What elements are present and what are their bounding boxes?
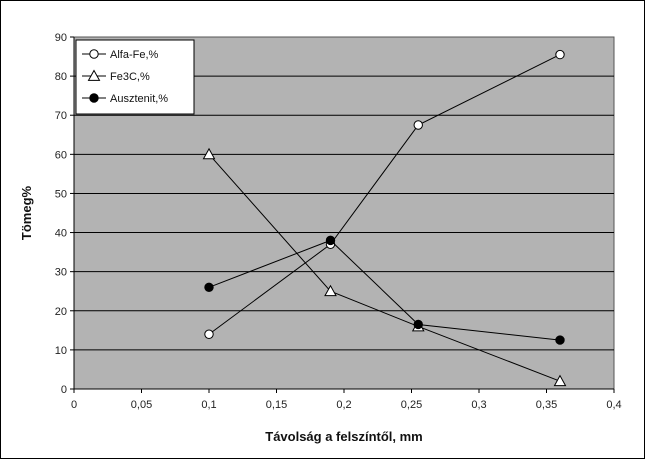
x-tick-label: 0,1 — [201, 399, 216, 411]
legend-label: Alfa-Fe,% — [110, 49, 159, 61]
gridlines — [74, 75, 614, 351]
legend-item: Alfa-Fe,% — [82, 49, 159, 61]
y-tick-label: 70 — [55, 110, 67, 122]
data-point — [553, 374, 567, 387]
series-layer — [202, 49, 567, 387]
data-point — [204, 329, 214, 339]
x-tick-label: 0,15 — [266, 399, 287, 411]
x-tick-label: 0,35 — [536, 399, 557, 411]
series-line — [208, 54, 561, 335]
y-tick-label: 60 — [55, 149, 67, 161]
legend-marker — [87, 69, 101, 81]
x-tick-label: 0,05 — [131, 399, 152, 411]
legend-label: Fe3C,% — [110, 71, 150, 83]
y-axis-title: Tömeg% — [19, 185, 34, 240]
y-tick-label: 30 — [55, 267, 67, 279]
series-2 — [202, 147, 567, 387]
x-tick-label: 0,2 — [336, 399, 351, 411]
y-tick-label: 50 — [55, 188, 67, 200]
x-tick-label: 0,4 — [606, 399, 621, 411]
series-3 — [204, 235, 565, 345]
axes: 0 10 20 30 40 50 60 70 80 90 0 0,05 0,1 0,15 0,2 0,25 0,… — [55, 32, 622, 411]
y-tick-label: 0 — [61, 384, 67, 396]
data-point — [555, 335, 565, 345]
data-point — [204, 282, 214, 293]
legend-item: Ausztenit,% — [82, 93, 168, 105]
y-tick-label: 90 — [55, 32, 67, 44]
series-line — [208, 239, 561, 341]
data-point — [324, 284, 337, 297]
x-tick-label: 0 — [71, 399, 77, 411]
legend-marker — [89, 93, 99, 103]
data-point — [413, 120, 423, 130]
legend-label: Ausztenit,% — [110, 93, 168, 105]
x-tick-label: 0,3 — [471, 399, 486, 411]
y-tick-label: 10 — [55, 345, 67, 357]
legend: Alfa-Fe,% Fe3C,% Ausztenit,% — [75, 39, 195, 115]
x-axis-title: Távolság a felszíntől, mm — [265, 429, 423, 444]
data-point — [202, 147, 216, 160]
data-point — [555, 49, 565, 60]
series-line — [208, 154, 561, 382]
x-tick-label: 0,25 — [401, 399, 422, 411]
y-tick-label: 40 — [55, 228, 67, 240]
y-tick-label: 80 — [55, 71, 67, 83]
legend-marker — [89, 49, 99, 59]
y-tick-label: 20 — [55, 306, 67, 318]
data-point — [325, 235, 336, 246]
data-point — [413, 319, 423, 330]
legend-item: Fe3C,% — [82, 69, 150, 83]
